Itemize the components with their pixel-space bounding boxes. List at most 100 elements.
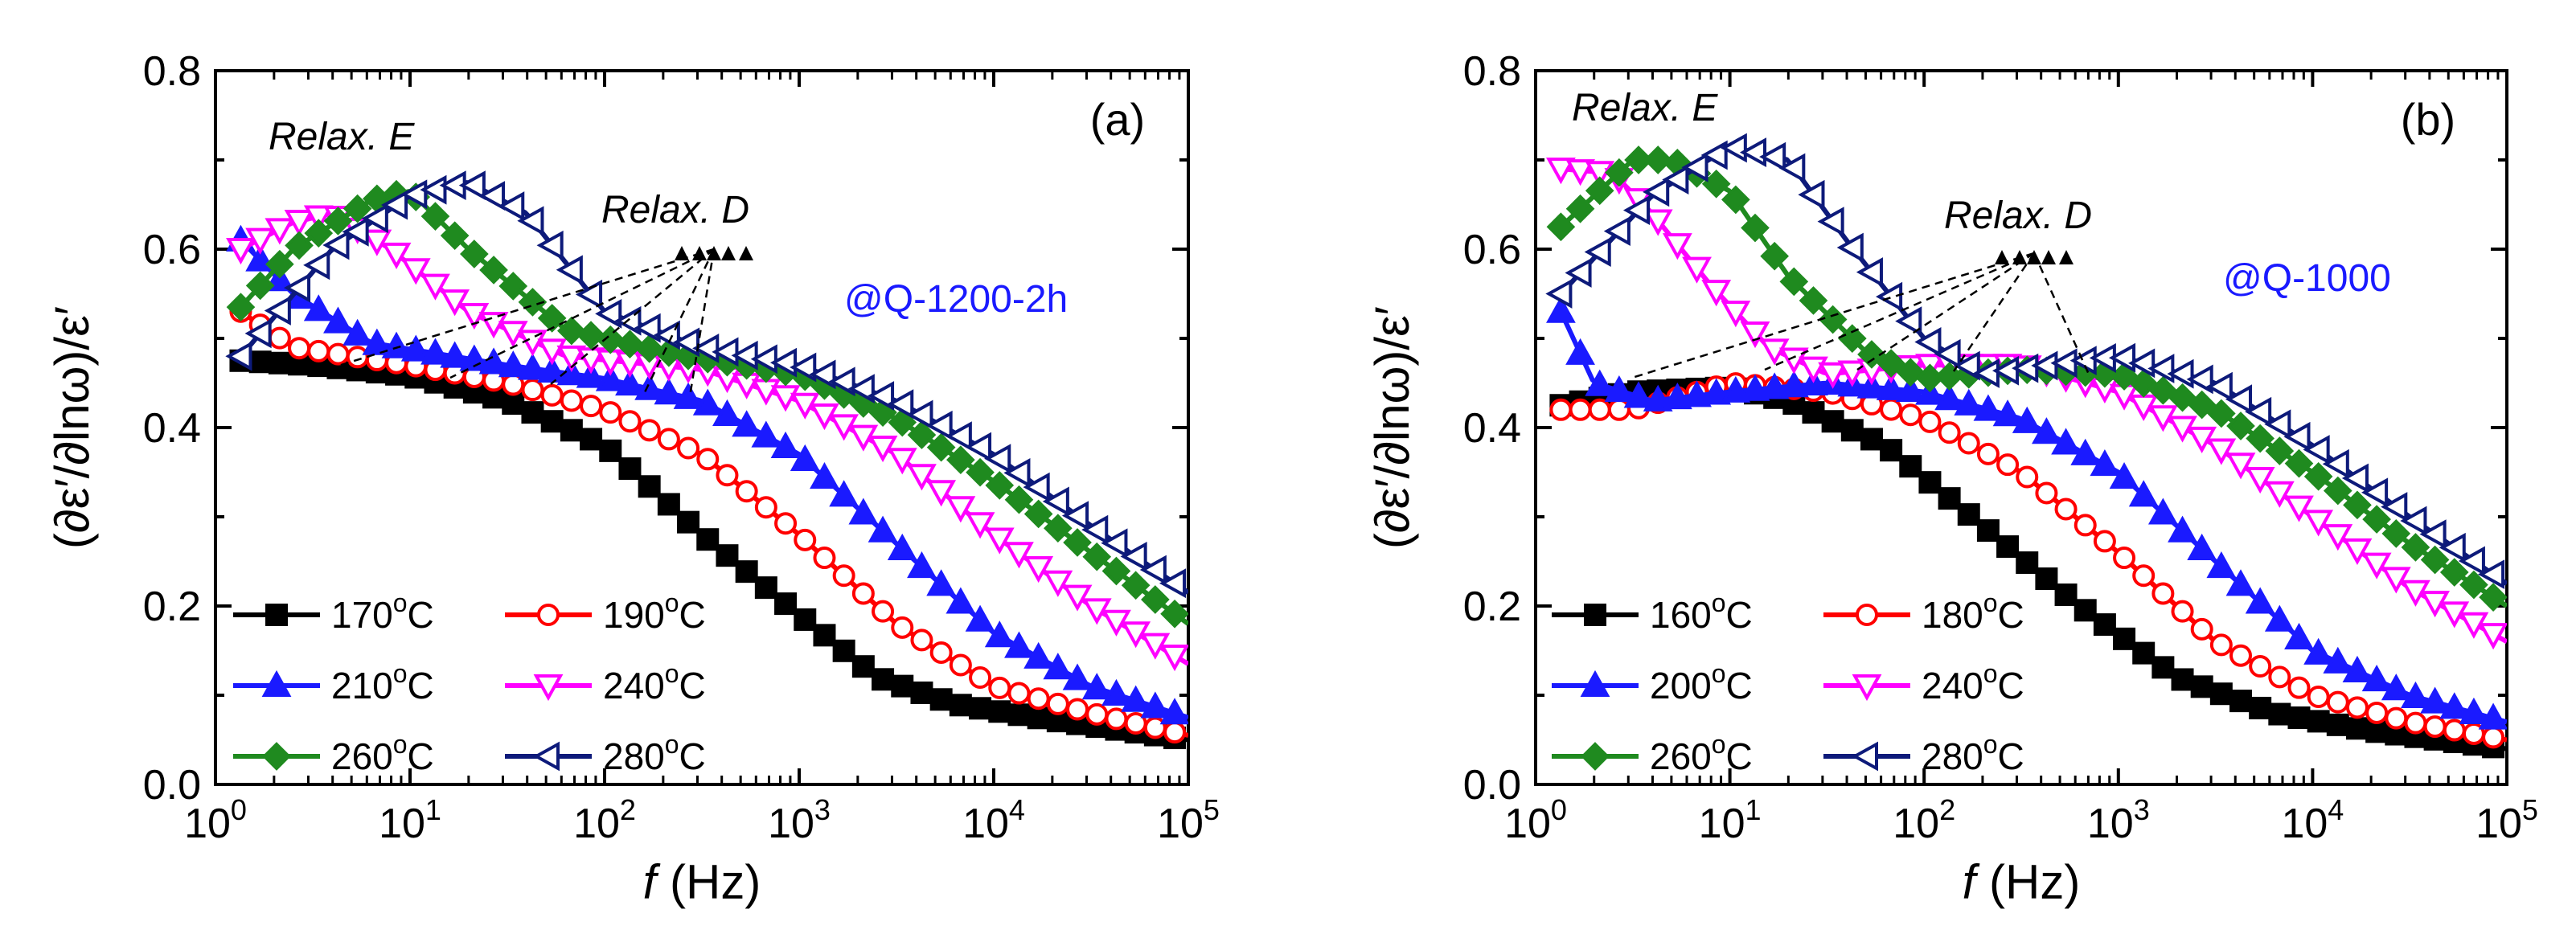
data-point [907,551,937,579]
data-point [1840,419,1864,442]
data-point [580,395,603,418]
relax-d-arrows [1631,250,2092,379]
data-point [2284,622,2314,649]
data-point [226,238,256,265]
dashed-arrow [449,248,715,379]
data-point [1588,398,1611,421]
data-point [969,666,992,690]
data-point [2287,706,2311,729]
data-point [1643,384,1673,412]
legend-marker [537,604,560,626]
data-point [1061,501,1089,531]
data-point [1545,279,1573,309]
data-point [677,436,700,460]
data-point [988,676,1011,699]
data-point [2171,668,2194,691]
data-point [2147,498,2178,525]
legend-item: 280oC [1823,730,2024,777]
data-point [2148,375,2178,405]
annotation-relax-e: Relax. E [269,116,415,158]
data-point [521,379,544,402]
data-point [225,341,252,371]
data-point [2110,362,2139,391]
data-point [2268,702,2291,726]
x-tick-label: 101 [379,793,441,847]
data-point [2245,587,2275,614]
data-point [1004,542,1034,569]
dashed-arrow [1631,252,2035,379]
data-point [2093,613,2116,637]
data-point [2209,633,2233,657]
data-point [2345,696,2369,719]
data-point [2167,358,2194,389]
data-point [634,334,664,363]
legend-label: 190oC [603,588,706,636]
data-point [615,369,645,396]
data-point [361,203,388,234]
data-point [888,407,917,437]
data-point [946,445,975,475]
data-point [985,471,1015,500]
data-point [2478,702,2507,730]
data-point [2323,476,2352,506]
data-point [754,496,777,519]
data-point [657,493,680,516]
data-point [2459,570,2488,600]
data-point [2074,599,2097,622]
data-point [2190,617,2213,641]
data-point [872,600,895,623]
data-point [440,341,470,368]
data-point [1159,698,1188,725]
data-point [2419,519,2447,550]
data-point [2401,681,2430,708]
data-point [458,170,486,201]
data-point [692,388,723,416]
data-point [1662,165,1689,195]
data-point [478,181,506,211]
data-point [2035,481,2058,505]
data-point [2381,492,2408,522]
data-point [2385,706,2408,730]
data-point [1992,399,2023,427]
data-point [1007,703,1031,727]
data-point [440,221,470,250]
data-point [657,428,680,451]
data-point [965,604,995,632]
data-point [1701,169,1731,199]
data-point [288,337,311,360]
data-point [322,230,350,260]
data-point [1023,556,1054,584]
data-point [1062,663,1093,690]
data-point [1141,585,1170,614]
data-point [1085,702,1109,726]
data-point [323,306,353,334]
data-point [754,576,777,600]
data-point [1899,455,1922,478]
data-point [1877,349,1905,378]
data-point [2381,674,2411,701]
legend-label: 170oC [331,588,434,636]
data-point [1159,645,1188,672]
data-point [2016,465,2039,489]
data-point [774,512,798,535]
data-point [829,480,859,507]
data-point [2070,438,2101,465]
arrowhead [692,246,707,260]
data-point [984,444,1011,474]
legend-marker [1851,741,1878,772]
data-point [2229,644,2253,667]
data-point [1721,301,1751,328]
data-point [599,439,622,462]
arrowhead [675,246,689,260]
arrowhead [1995,250,2009,264]
data-point [1759,372,1790,399]
data-point [906,399,933,430]
data-point [1027,687,1050,710]
data-point [1938,421,1961,444]
data-point [502,392,525,416]
data-point [268,351,291,375]
series-200 [1546,296,2507,730]
data-point [1836,232,1864,263]
data-point [1046,692,1069,715]
data-point [1721,375,1751,403]
